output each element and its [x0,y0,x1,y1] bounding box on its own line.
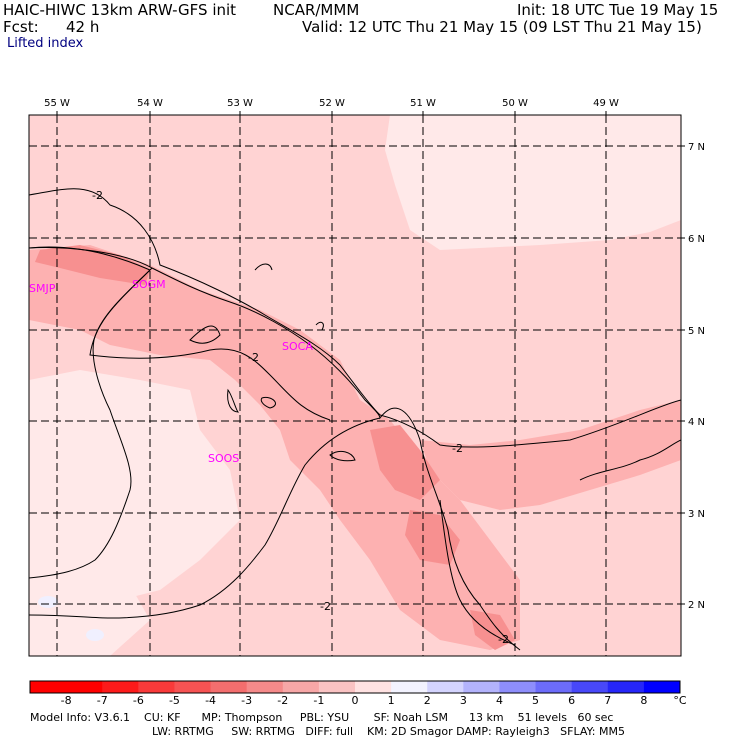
colorbar-unit: °C [673,694,687,707]
colorbar-cell [102,681,139,693]
colorbar-cell [571,681,609,693]
station-smjp: SMJP [29,282,56,295]
model-title: HAIC-HIWC 13km ARW-GFS init [3,1,237,19]
colorbar-cell [318,681,356,693]
station-soos: SOOS [208,452,239,465]
colorbar-tick-label: 5 [532,694,540,707]
li-fill-blue-cell-1 [38,596,58,608]
contour-label-1: -2 [92,189,103,202]
footer-line-1: Model Info: V3.6.1 CU: KF MP: Thompson P… [30,711,614,724]
colorbar-tick-label: -5 [168,694,180,707]
colorbar-tick-label: 3 [459,694,467,707]
colorbar-cell [30,681,67,693]
colorbar-tick-label: -2 [277,694,289,707]
lat-label-5n: 5 N [688,326,705,337]
borders [29,247,521,651]
lon-label-54w: 54 W [137,98,163,109]
colorbar-cell [210,681,248,693]
colorbar-cell [355,681,392,693]
axis-ticks [56,111,685,605]
colorbar-cell [138,681,175,693]
li-fill-pale-ne [385,115,681,250]
colorbar-cell [391,681,428,693]
colorbar-tick-label: 6 [568,694,576,707]
colorbar-tick-label: 0 [351,694,359,707]
lat-label-7n: 7 N [688,142,705,153]
init-time: Init: 18 UTC Tue 19 May 15 [517,1,719,19]
li-fill-coastal-band [29,245,520,650]
fcst-label: Fcst: [3,18,39,36]
colorbar-cell [499,681,537,693]
lat-label-6n: 6 N [688,234,705,245]
contour-label-3: -2 [452,442,463,455]
li-fill-dark-nw [35,245,150,285]
colorbar-tick-label: -3 [241,694,253,707]
li-fill-blue-cell-2 [86,629,104,641]
colorbar-tick-label: -1 [313,694,325,707]
valid-time: Valid: 12 UTC Thu 21 May 15 (09 LST Thu … [302,18,702,36]
colorbar-tick-label: -7 [96,694,108,707]
lat-label-3n: 3 N [688,509,705,520]
colorbar-cell [643,681,681,693]
lon-label-51w: 51 W [410,98,436,109]
field-name: Lifted index [7,36,84,51]
li-contour-lines [29,188,681,646]
lon-label-50w: 50 W [502,98,528,109]
colorbar-frame [29,680,681,694]
lon-label-55w: 55 W [44,98,70,109]
station-soca: SOCA [282,340,313,353]
li-fill-pale-se [29,545,150,656]
colorbar-cell [174,681,212,693]
lon-label-52w: 52 W [319,98,345,109]
contour-label-4: -2 [320,600,331,613]
colorbar [29,680,681,694]
graticule [29,115,681,656]
lon-label-49w: 49 W [593,98,619,109]
colorbar-tick-label: 1 [387,694,395,707]
station-sogm: SOGM [132,278,166,291]
colorbar-tick-label: 8 [640,694,648,707]
plot-frame [28,114,682,657]
colorbar-cell [427,681,464,693]
colorbar-cell [535,681,573,693]
lat-label-2n: 2 N [688,600,705,611]
contour-label-2: -2 [248,351,259,364]
colorbar-tick-label: 2 [423,694,431,707]
footer-line-2: LW: RRTMG SW: RRTMG DIFF: full KM: 2D Sm… [152,725,625,738]
colorbar-cell [282,681,320,693]
li-fill-east-band [420,400,681,510]
colorbar-tick-label: -8 [60,694,72,707]
colorbar-cell [66,681,103,693]
lon-label-53w: 53 W [227,98,253,109]
colorbar-tick-label: -4 [205,694,217,707]
contour-label-5: -2 [498,633,509,646]
colorbar-cell [246,681,284,693]
fcst-value: 42 h [66,18,100,36]
li-fill-pale-sw [29,370,240,605]
colorbar-cell [607,681,645,693]
org-label: NCAR/MMM [273,1,360,19]
colorbar-cell [463,681,500,693]
colorbar-tick-label: -6 [132,694,144,707]
colorbar-tick-label: 7 [604,694,612,707]
colorbar-tick-label: 4 [495,694,503,707]
lat-label-4n: 4 N [688,417,705,428]
